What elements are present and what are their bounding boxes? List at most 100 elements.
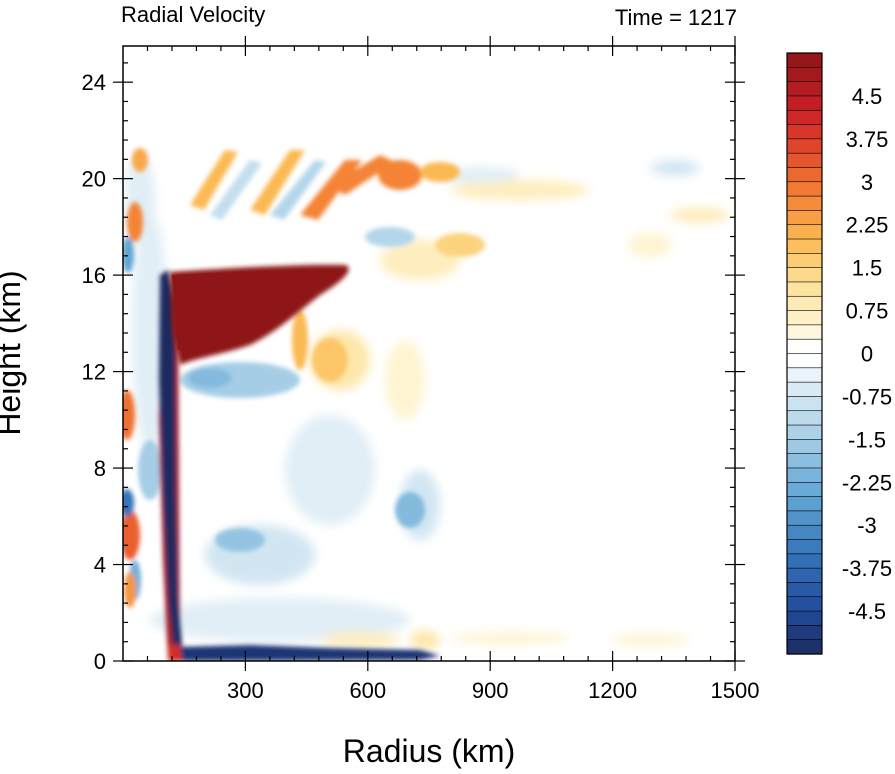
colorbar-bin — [786, 152, 823, 169]
upper-outflow-band — [300, 160, 362, 220]
colorbar-bin — [786, 238, 823, 254]
y-axis-label: Height (km) — [0, 270, 27, 435]
colorbar-bin — [786, 267, 823, 283]
inner-inflow-blob — [123, 237, 134, 273]
colorbar-bin — [786, 381, 823, 398]
colorbar-bin — [786, 295, 823, 312]
inner-outflow-blob — [124, 572, 136, 608]
colorbar-bin — [786, 610, 823, 626]
colorbar-label: 4.5 — [852, 84, 883, 109]
colorbar-bin — [786, 81, 823, 97]
weak-inflow-patch — [440, 167, 520, 183]
upper-outflow-lobe — [378, 160, 422, 190]
weak-inflow-patch — [285, 415, 375, 525]
weak-inflow-patch — [650, 160, 700, 176]
inflow-patch — [138, 440, 162, 500]
upper-outflow-band — [250, 150, 305, 215]
x-tick-label: 600 — [349, 678, 386, 703]
colorbar-bin — [786, 195, 823, 212]
upper-inflow-band — [270, 160, 326, 220]
colorbar-bin — [786, 625, 823, 641]
colorbar-label: -1.5 — [848, 427, 886, 452]
colorbar-bin — [786, 310, 823, 326]
inflow-patch — [215, 528, 265, 552]
colorbar — [786, 52, 823, 655]
weak-inflow-patch — [132, 210, 168, 450]
colorbar-bin — [786, 353, 823, 369]
upper-inflow-band — [210, 160, 262, 220]
colorbar-label: -2.25 — [842, 470, 892, 495]
colorbar-bin — [786, 567, 823, 584]
y-tick-label: 4 — [94, 553, 106, 578]
weak-outflow-patch — [610, 634, 690, 646]
weak-outflow-patch — [628, 233, 672, 257]
y-tick-label: 24 — [82, 70, 106, 95]
colorbar-bin — [786, 210, 823, 226]
y-tick-label: 20 — [82, 167, 106, 192]
colorbar-bin — [786, 496, 823, 512]
colorbar-bin — [786, 138, 823, 154]
y-tick-label: 8 — [94, 456, 106, 481]
colorbar-bin — [786, 582, 823, 598]
colorbar-bin — [786, 224, 823, 240]
x-axis-label: Radius (km) — [343, 733, 515, 769]
colorbar-bin — [786, 596, 823, 612]
colorbar-bin — [786, 367, 823, 383]
x-tick-label: 300 — [227, 678, 264, 703]
colorbar-label: 0.75 — [846, 299, 889, 324]
y-tick-label: 12 — [82, 360, 106, 385]
mid-level-inflow-band — [188, 368, 232, 388]
axis-tick-labels: 300 600 900 1200 1500 0 4 8 12 16 20 24 — [82, 70, 760, 703]
upper-outflow-lobe — [435, 233, 485, 257]
colorbar-label: -3 — [857, 513, 877, 538]
colorbar-bin — [786, 553, 823, 569]
upper-outflow-lobe — [420, 162, 460, 182]
inner-outflow-blob — [123, 510, 140, 560]
x-tick-label: 1200 — [588, 678, 637, 703]
colorbar-bin — [786, 481, 823, 498]
inner-outflow-blob — [127, 202, 143, 242]
y-tick-label: 0 — [94, 649, 106, 674]
colorbar-bin — [786, 467, 823, 483]
colorbar-bin — [786, 52, 823, 68]
x-tick-label: 1500 — [711, 678, 760, 703]
y-tick-label: 16 — [82, 263, 106, 288]
colorbar-label: -3.75 — [842, 556, 892, 581]
colorbar-frame — [786, 52, 823, 655]
upper-level-outflow-jet-core — [172, 271, 330, 350]
colorbar-bin — [786, 324, 823, 340]
boundary-layer-outflow — [168, 645, 182, 661]
upper-outflow-band — [190, 150, 238, 210]
weak-outflow-patch — [450, 180, 590, 200]
weak-outflow-patch — [450, 632, 570, 644]
weak-outflow-patch — [410, 630, 440, 650]
colorbar-bin — [786, 67, 823, 83]
colorbar-label: 1.5 — [852, 256, 883, 281]
weak-outflow-patch — [385, 340, 425, 420]
colorbar-labels: 4.5 3.75 3 2.25 1.5 0.75 0 -0.75 -1.5 -2.25 -3 -3.7… — [842, 84, 892, 624]
chart-title: Radial Velocity — [121, 2, 265, 27]
colorbar-bin — [786, 410, 823, 426]
heatmap-field — [123, 148, 730, 661]
colorbar-label: 0 — [861, 342, 873, 367]
colorbar-bin — [786, 181, 823, 197]
colorbar-bin — [786, 453, 823, 469]
colorbar-bin — [786, 396, 823, 412]
colorbar-bin — [786, 338, 823, 355]
colorbar-label: -0.75 — [842, 384, 892, 409]
colorbar-bin — [786, 439, 823, 455]
colorbar-bin — [786, 167, 823, 183]
colorbar-bin — [786, 95, 823, 111]
weak-outflow-patch — [670, 207, 730, 223]
boundary-layer-inflow — [178, 645, 440, 661]
colorbar-label: 2.25 — [846, 213, 889, 238]
inner-inflow-blob — [123, 489, 134, 517]
colorbar-bin — [786, 424, 823, 440]
colorbar-bin — [786, 109, 823, 126]
inflow-patch — [395, 492, 425, 528]
colorbar-bin — [786, 253, 823, 269]
weak-inflow-patch — [150, 598, 410, 642]
axis-ticks — [113, 36, 745, 671]
mid-outflow-lobe — [312, 338, 348, 382]
colorbar-bin — [786, 510, 823, 526]
